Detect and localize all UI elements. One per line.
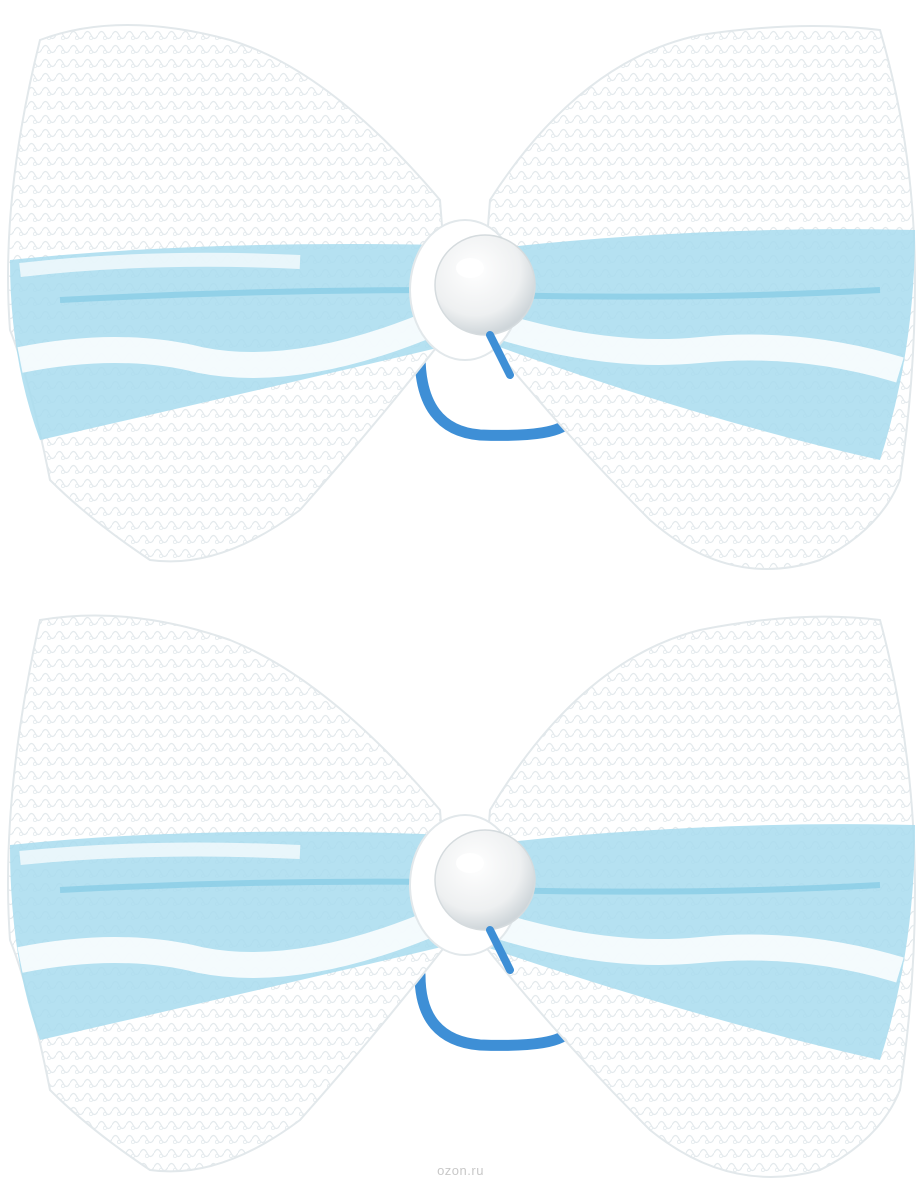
elastic-band — [414, 349, 576, 441]
lace-bow-hair-tie-top — [7, 24, 917, 570]
watermark-text: ozon.ru — [437, 1163, 484, 1178]
pearl-bead — [434, 829, 536, 931]
elastic-band — [414, 969, 576, 1051]
lace-bow-hair-tie-bottom — [7, 614, 917, 1178]
pearl-bead — [434, 234, 536, 336]
